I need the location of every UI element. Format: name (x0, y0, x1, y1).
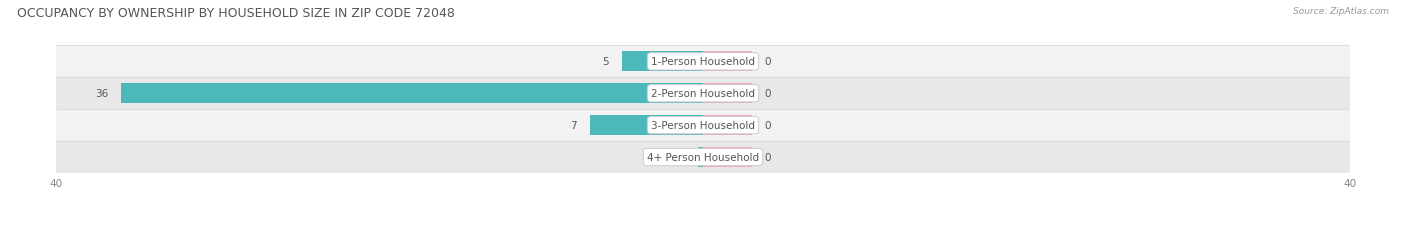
Bar (703, 148, 752, 167)
Text: 1-Person Household: 1-Person Household (651, 57, 755, 67)
Bar (699, 148, 703, 167)
Bar (121, 84, 703, 104)
Text: 4+ Person Household: 4+ Person Household (647, 152, 759, 162)
Bar (591, 116, 703, 135)
Text: OCCUPANCY BY OWNERSHIP BY HOUSEHOLD SIZE IN ZIP CODE 72048: OCCUPANCY BY OWNERSHIP BY HOUSEHOLD SIZE… (17, 7, 454, 20)
Text: 36: 36 (94, 89, 108, 99)
Text: 3-Person Household: 3-Person Household (651, 121, 755, 131)
Text: 7: 7 (571, 121, 576, 131)
Text: 0: 0 (765, 57, 770, 67)
Bar (56, 141, 1350, 173)
Bar (703, 116, 752, 135)
Text: 5: 5 (603, 57, 609, 67)
Text: Source: ZipAtlas.com: Source: ZipAtlas.com (1294, 7, 1389, 16)
Bar (56, 78, 1350, 110)
Bar (56, 110, 1350, 141)
Bar (621, 52, 703, 72)
Text: 0: 0 (679, 152, 685, 162)
Text: 2-Person Household: 2-Person Household (651, 89, 755, 99)
Text: 0: 0 (765, 89, 770, 99)
Bar (703, 84, 752, 104)
Text: 0: 0 (765, 121, 770, 131)
Text: 0: 0 (765, 152, 770, 162)
Bar (56, 46, 1350, 78)
Bar (703, 52, 752, 72)
